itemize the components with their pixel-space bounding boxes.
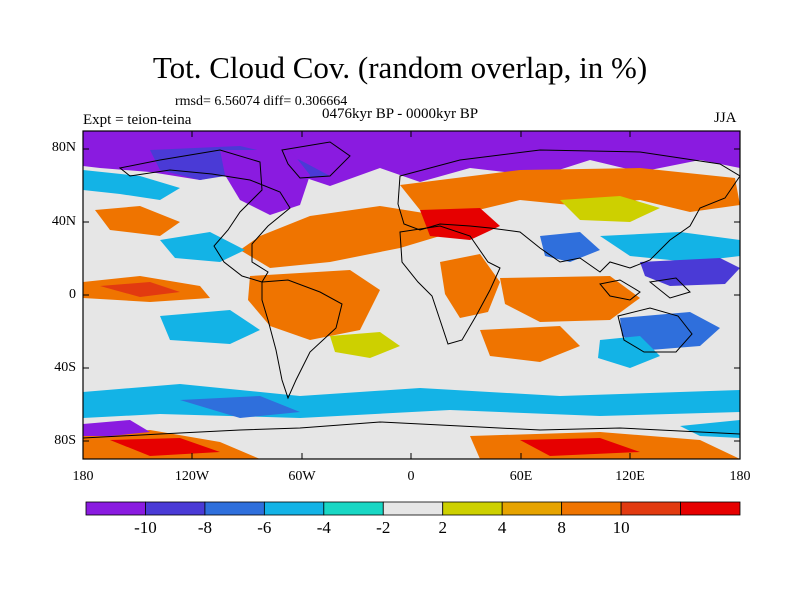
pacific-north-orange xyxy=(95,206,180,236)
plot-title: Tot. Cloud Cov. (random overlap, in %) xyxy=(152,50,648,85)
colorbar-box xyxy=(323,501,384,516)
antarctic-purple xyxy=(83,420,150,436)
lat-label: 40N xyxy=(51,214,76,229)
lon-label: 120W xyxy=(174,469,210,484)
indian-south-orange xyxy=(480,326,580,362)
pacific-cyan-band xyxy=(600,232,740,262)
colorbar-box xyxy=(204,501,265,516)
colorbar-box xyxy=(620,501,681,516)
colorbar-box xyxy=(263,501,325,516)
stats-text: rmsd= 6.56074 diff= 0.306664 xyxy=(175,94,348,109)
mediterranean-red xyxy=(420,208,500,240)
colorbar-box xyxy=(501,501,563,516)
atlantic-tropical-orange xyxy=(248,270,380,340)
colorbar-box xyxy=(145,501,206,516)
coast-antarctica xyxy=(83,421,740,439)
colorbar-label: 8 xyxy=(557,518,566,537)
asia-blue xyxy=(540,232,600,262)
coast-north-america xyxy=(118,149,291,283)
coast-greenland xyxy=(281,141,351,179)
colorbar-box xyxy=(442,501,503,516)
coast-australia xyxy=(617,307,693,353)
eurasia-yellow xyxy=(560,196,660,222)
lon-label: 0 xyxy=(407,469,415,484)
coast-maritime-continent xyxy=(599,277,691,301)
season-label: JJA xyxy=(714,110,737,126)
antarctic-red xyxy=(110,438,220,456)
colorbar-label: -4 xyxy=(316,518,331,537)
australia-blue xyxy=(620,312,720,350)
coast-eurasia xyxy=(397,149,740,273)
anomaly-field xyxy=(83,131,740,459)
lon-ticks xyxy=(191,131,631,459)
lon-label: 60E xyxy=(509,469,533,484)
lat-label: 40S xyxy=(54,360,76,375)
colorbar-label: -2 xyxy=(376,518,391,537)
colorbar-label: 10 xyxy=(612,518,630,537)
colorbar-label: -8 xyxy=(197,518,212,537)
coast-south-america xyxy=(261,279,343,400)
coast-africa xyxy=(399,225,501,345)
eastern-pacific-red xyxy=(100,282,180,297)
colorbar-label: -10 xyxy=(134,518,157,537)
colorbar-box xyxy=(382,501,444,516)
north-atlantic-negative xyxy=(220,150,310,215)
lon-label: 120E xyxy=(615,469,645,484)
south-atlantic-yellow xyxy=(330,332,400,358)
africa-orange xyxy=(440,254,500,318)
lon-label: 60W xyxy=(288,469,316,484)
lat-label: 80S xyxy=(54,433,76,448)
colorbar-label: -6 xyxy=(257,518,272,537)
atlantic-orange-band xyxy=(240,206,440,268)
australia-cyan xyxy=(598,336,660,368)
pacific-north-cyan xyxy=(160,232,245,262)
lon-label: 180 xyxy=(72,469,94,484)
arctic-negative-region xyxy=(83,131,740,186)
coastlines xyxy=(83,141,740,439)
high-latitude-cyan xyxy=(83,170,180,200)
south-pacific-cyan xyxy=(160,310,260,344)
period-label: 0476kyr BP - 0000kyr BP xyxy=(322,106,479,122)
tropical-pacific-blue xyxy=(640,258,740,286)
colorbar-label: 2 xyxy=(438,518,447,537)
colorbar-box xyxy=(85,501,146,516)
colorbar-label: 4 xyxy=(497,518,507,537)
antarctic-red-east xyxy=(520,438,640,456)
lon-label: 180 xyxy=(729,469,751,484)
lat-label: 80N xyxy=(51,140,76,155)
eurasia-positive xyxy=(400,168,740,212)
southern-ocean-blue xyxy=(180,396,300,418)
experiment-label: Expt = teion-teina xyxy=(83,112,192,128)
colorbar xyxy=(85,501,741,516)
colorbar-box xyxy=(561,501,622,516)
lat-ticks xyxy=(83,148,740,442)
indian-ocean-orange xyxy=(500,276,640,322)
colorbar-box xyxy=(680,501,741,516)
lat-label: 0 xyxy=(69,287,76,302)
